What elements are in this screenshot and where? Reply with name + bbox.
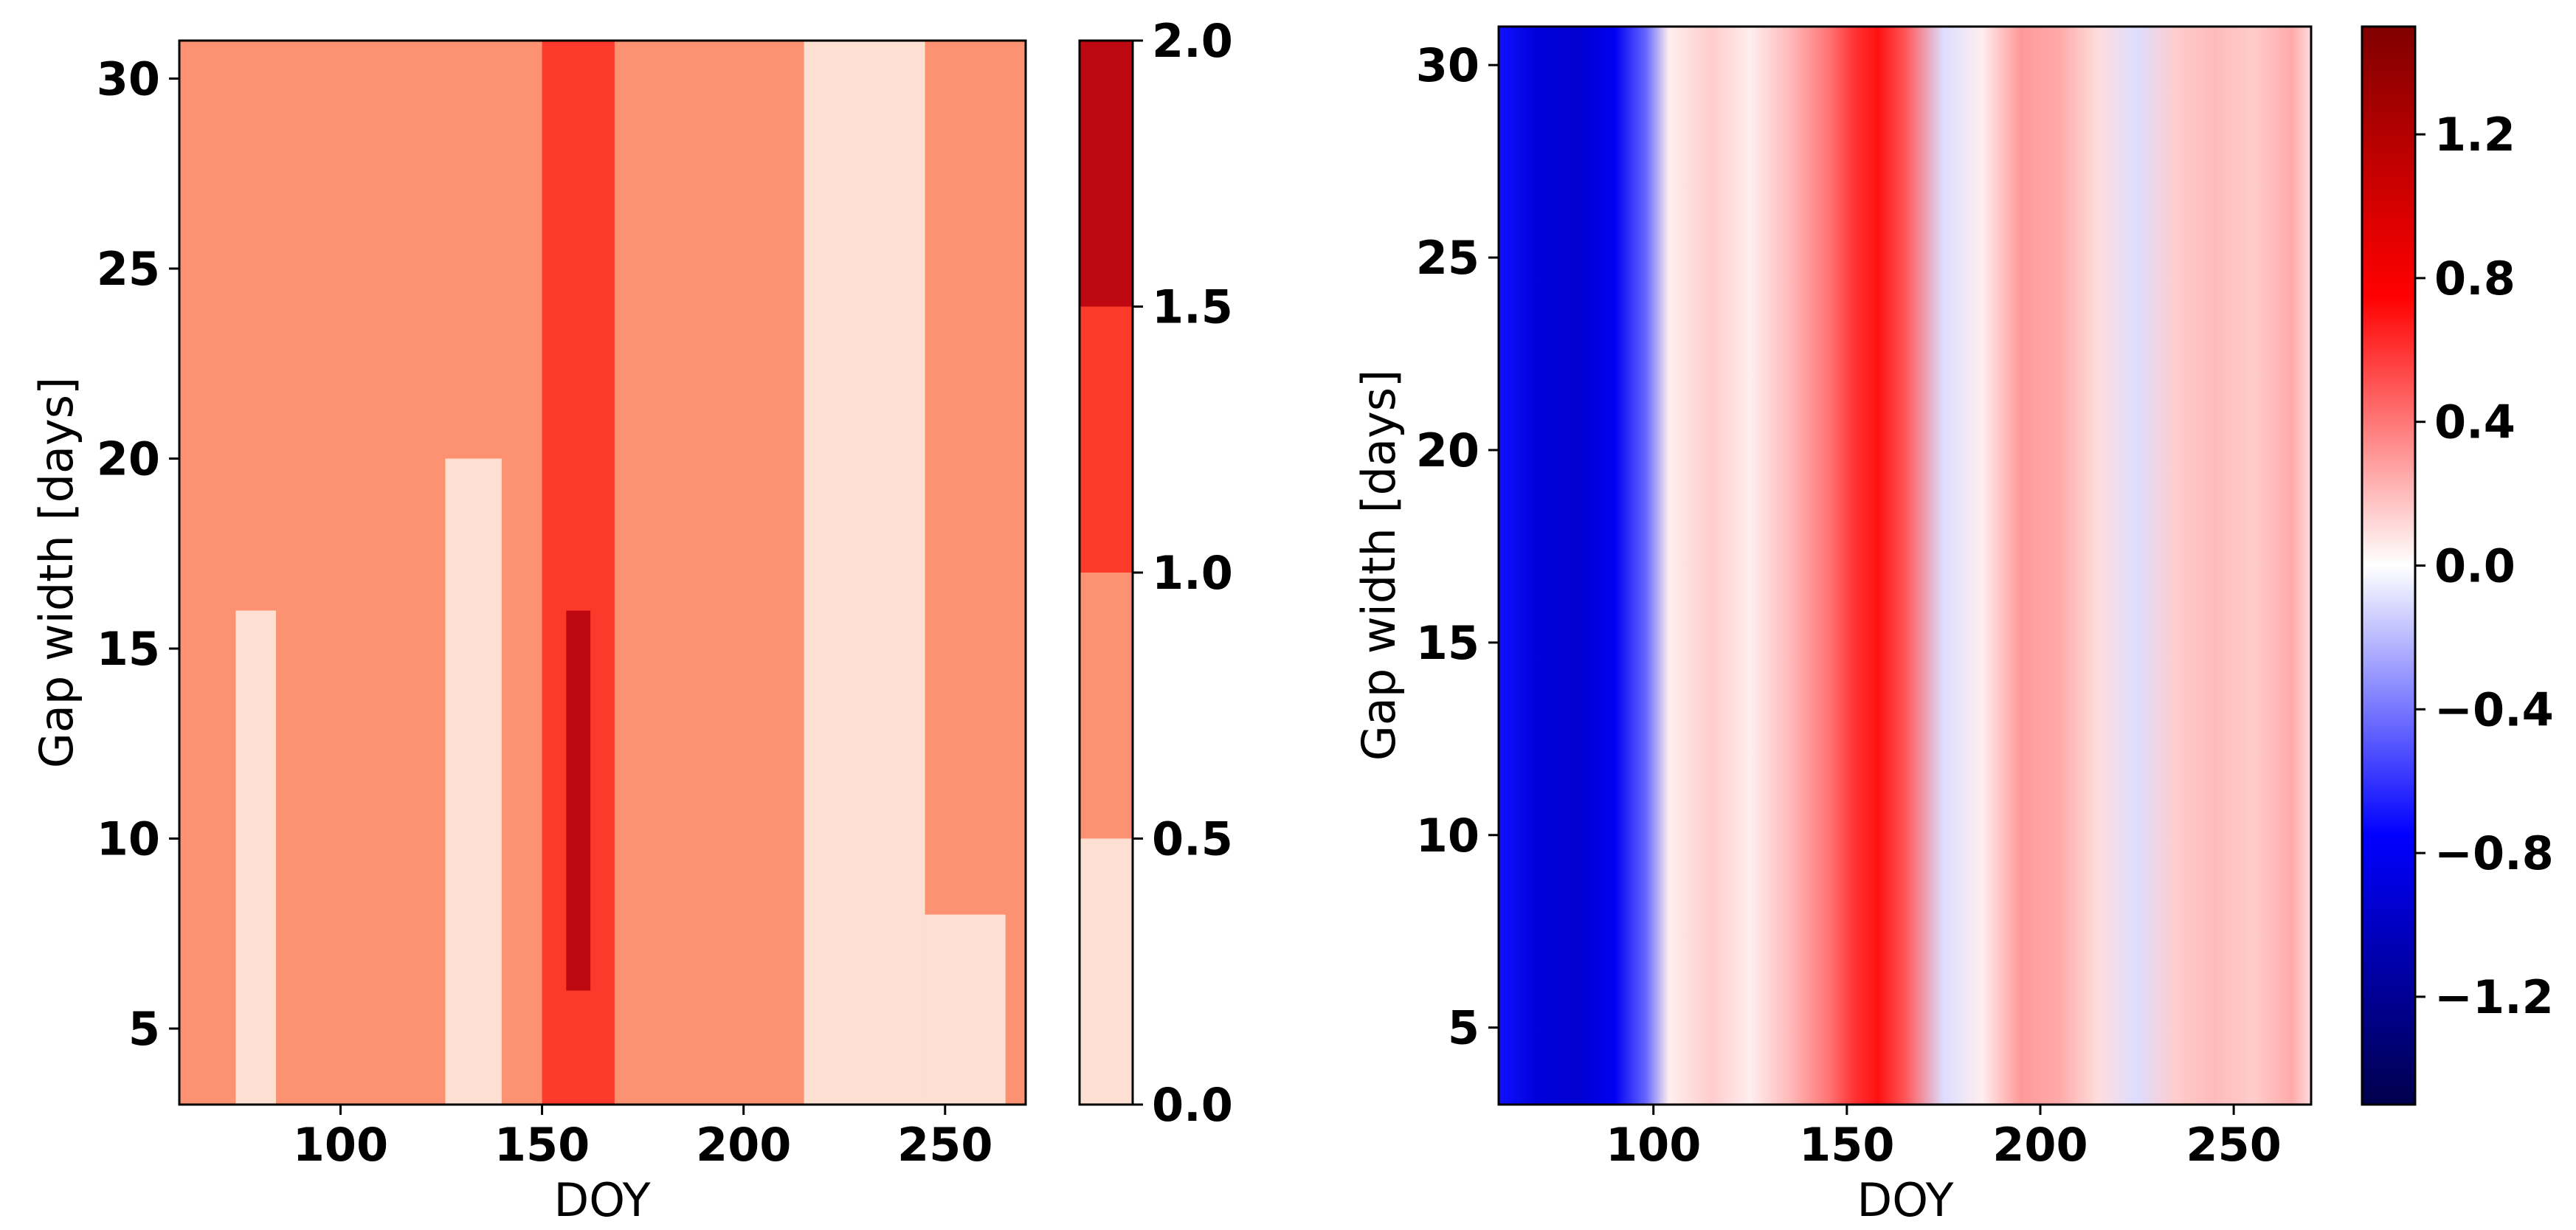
x-tick-label: 250	[897, 1118, 992, 1172]
colorbar-tick-label: 0.0	[2434, 539, 2515, 593]
left-x-ticks: 100 150 200 250	[293, 1105, 992, 1172]
y-tick-label: 15	[1416, 616, 1479, 670]
left-y-axis-label: Gap width [days]	[30, 377, 83, 768]
right-colorbar-gradient	[2362, 27, 2415, 1105]
contour-region	[804, 41, 925, 1105]
colorbar-tick-label: −0.4	[2434, 683, 2554, 736]
y-tick-label: 25	[1416, 231, 1479, 285]
colorbar-level	[1080, 306, 1133, 573]
right-heatmap	[1499, 27, 2311, 1105]
y-tick-label: 5	[128, 1002, 160, 1056]
right-panel: 100 150 200 250 5 10 15 20 25 30 DOY Gap width […	[1352, 25, 2313, 1227]
x-tick-label: 100	[1606, 1118, 1701, 1172]
y-tick-label: 15	[97, 622, 160, 676]
left-plot-regions	[179, 41, 1026, 1105]
contour-region	[235, 610, 277, 1105]
colorbar-tick-label: 1.0	[1152, 546, 1233, 600]
colorbar-tick-label: 0.8	[2434, 252, 2515, 305]
colorbar-tick-label: 0.4	[2434, 395, 2515, 449]
y-tick-label: 5	[1448, 1001, 1479, 1055]
x-tick-label: 150	[1799, 1118, 1894, 1172]
colorbar-level	[1080, 41, 1133, 307]
left-x-axis-label: DOY	[553, 1173, 650, 1227]
right-x-axis-label: DOY	[1857, 1173, 1953, 1227]
y-tick-label: 25	[97, 242, 160, 296]
y-tick-label: 20	[1416, 424, 1479, 477]
y-tick-label: 30	[1416, 38, 1479, 92]
colorbar-tick-label: 1.5	[1152, 280, 1233, 334]
contour-region	[566, 610, 591, 991]
contour-region	[445, 458, 502, 1105]
left-y-ticks: 5 10 15 20 25 30	[97, 52, 179, 1056]
left-colorbar-ticks: 0.0 0.5 1.0 1.5 2.0	[1133, 14, 1233, 1132]
colorbar-tick-label: 0.5	[1152, 812, 1233, 866]
y-tick-label: 10	[1416, 809, 1479, 863]
colorbar-tick-label: 1.2	[2434, 108, 2515, 162]
left-plot-frame	[178, 39, 1027, 1106]
colorbar-tick-label: −0.8	[2434, 826, 2554, 880]
colorbar-level	[1080, 573, 1133, 839]
colorbar-tick-label: 2.0	[1152, 14, 1233, 68]
y-tick-label: 20	[97, 432, 160, 486]
y-tick-label: 30	[97, 52, 160, 106]
left-panel: 100 150 200 250 5 10 15 20 25 30 DOY Gap width […	[30, 39, 1027, 1227]
left-colorbar: 0.0 0.5 1.0 1.5 2.0	[1078, 14, 1233, 1132]
left-colorbar-levels	[1080, 41, 1133, 1105]
x-tick-label: 250	[2186, 1118, 2281, 1172]
y-tick-label: 10	[97, 812, 160, 866]
colorbar-tick-label: 0.0	[1152, 1078, 1233, 1132]
x-tick-label: 200	[1992, 1118, 2088, 1172]
x-tick-label: 100	[293, 1118, 388, 1172]
colorbar-tick-label: −1.2	[2434, 970, 2554, 1024]
right-plot-frame	[1497, 25, 2313, 1106]
x-tick-label: 200	[696, 1118, 791, 1172]
right-colorbar-ticks: 1.2 0.8 0.4 0.0 −0.4 −0.8 −1.2	[2415, 108, 2554, 1024]
right-y-axis-label: Gap width [days]	[1352, 370, 1406, 761]
right-x-ticks: 100 150 200 250	[1606, 1105, 2282, 1172]
right-colorbar: 1.2 0.8 0.4 0.0 −0.4 −0.8 −1.2	[2361, 25, 2554, 1106]
x-tick-label: 150	[494, 1118, 590, 1172]
right-y-ticks: 5 10 15 20 25 30	[1416, 38, 1499, 1055]
contour-region	[925, 914, 1006, 1105]
colorbar-level	[1080, 838, 1133, 1105]
